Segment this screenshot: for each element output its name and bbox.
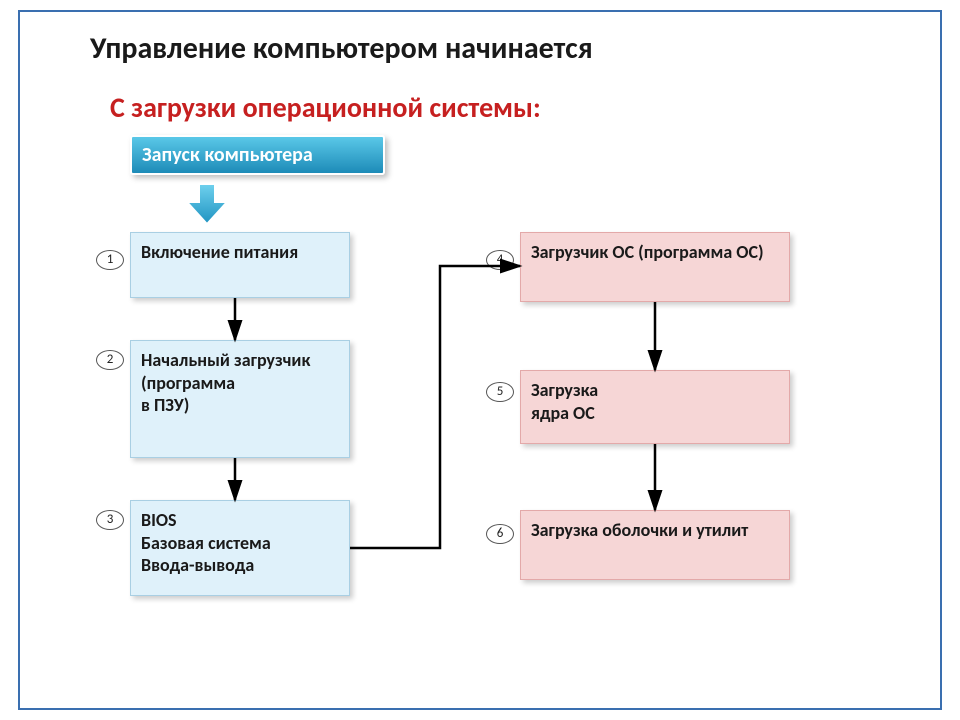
- title-main: Управление компьютером начинается: [90, 30, 593, 67]
- step-badge-6: 6: [486, 524, 514, 544]
- right-step-box-2: Загрузка ядра ОС: [520, 370, 790, 444]
- step-badge-1: 1: [96, 250, 124, 270]
- step-badge-2: 2: [96, 350, 124, 370]
- left-step-box-1: Включение питания: [130, 232, 350, 298]
- right-step-box-1: Загрузчик ОС (программа ОС): [520, 232, 790, 302]
- step-badge-4: 4: [486, 250, 514, 270]
- title-sub: С загрузки операционной системы:: [110, 90, 541, 125]
- step-badge-5: 5: [486, 382, 514, 402]
- left-step-box-2: Начальный загрузчик (программа в ПЗУ): [130, 340, 350, 458]
- step-badge-3: 3: [96, 510, 124, 530]
- right-step-box-3: Загрузка оболочки и утилит: [520, 510, 790, 580]
- down-arrow-icon: [185, 182, 229, 226]
- left-step-box-3: BIOS Базовая система Ввода-вывода: [130, 500, 350, 596]
- start-box: Запуск компьютера: [130, 135, 385, 175]
